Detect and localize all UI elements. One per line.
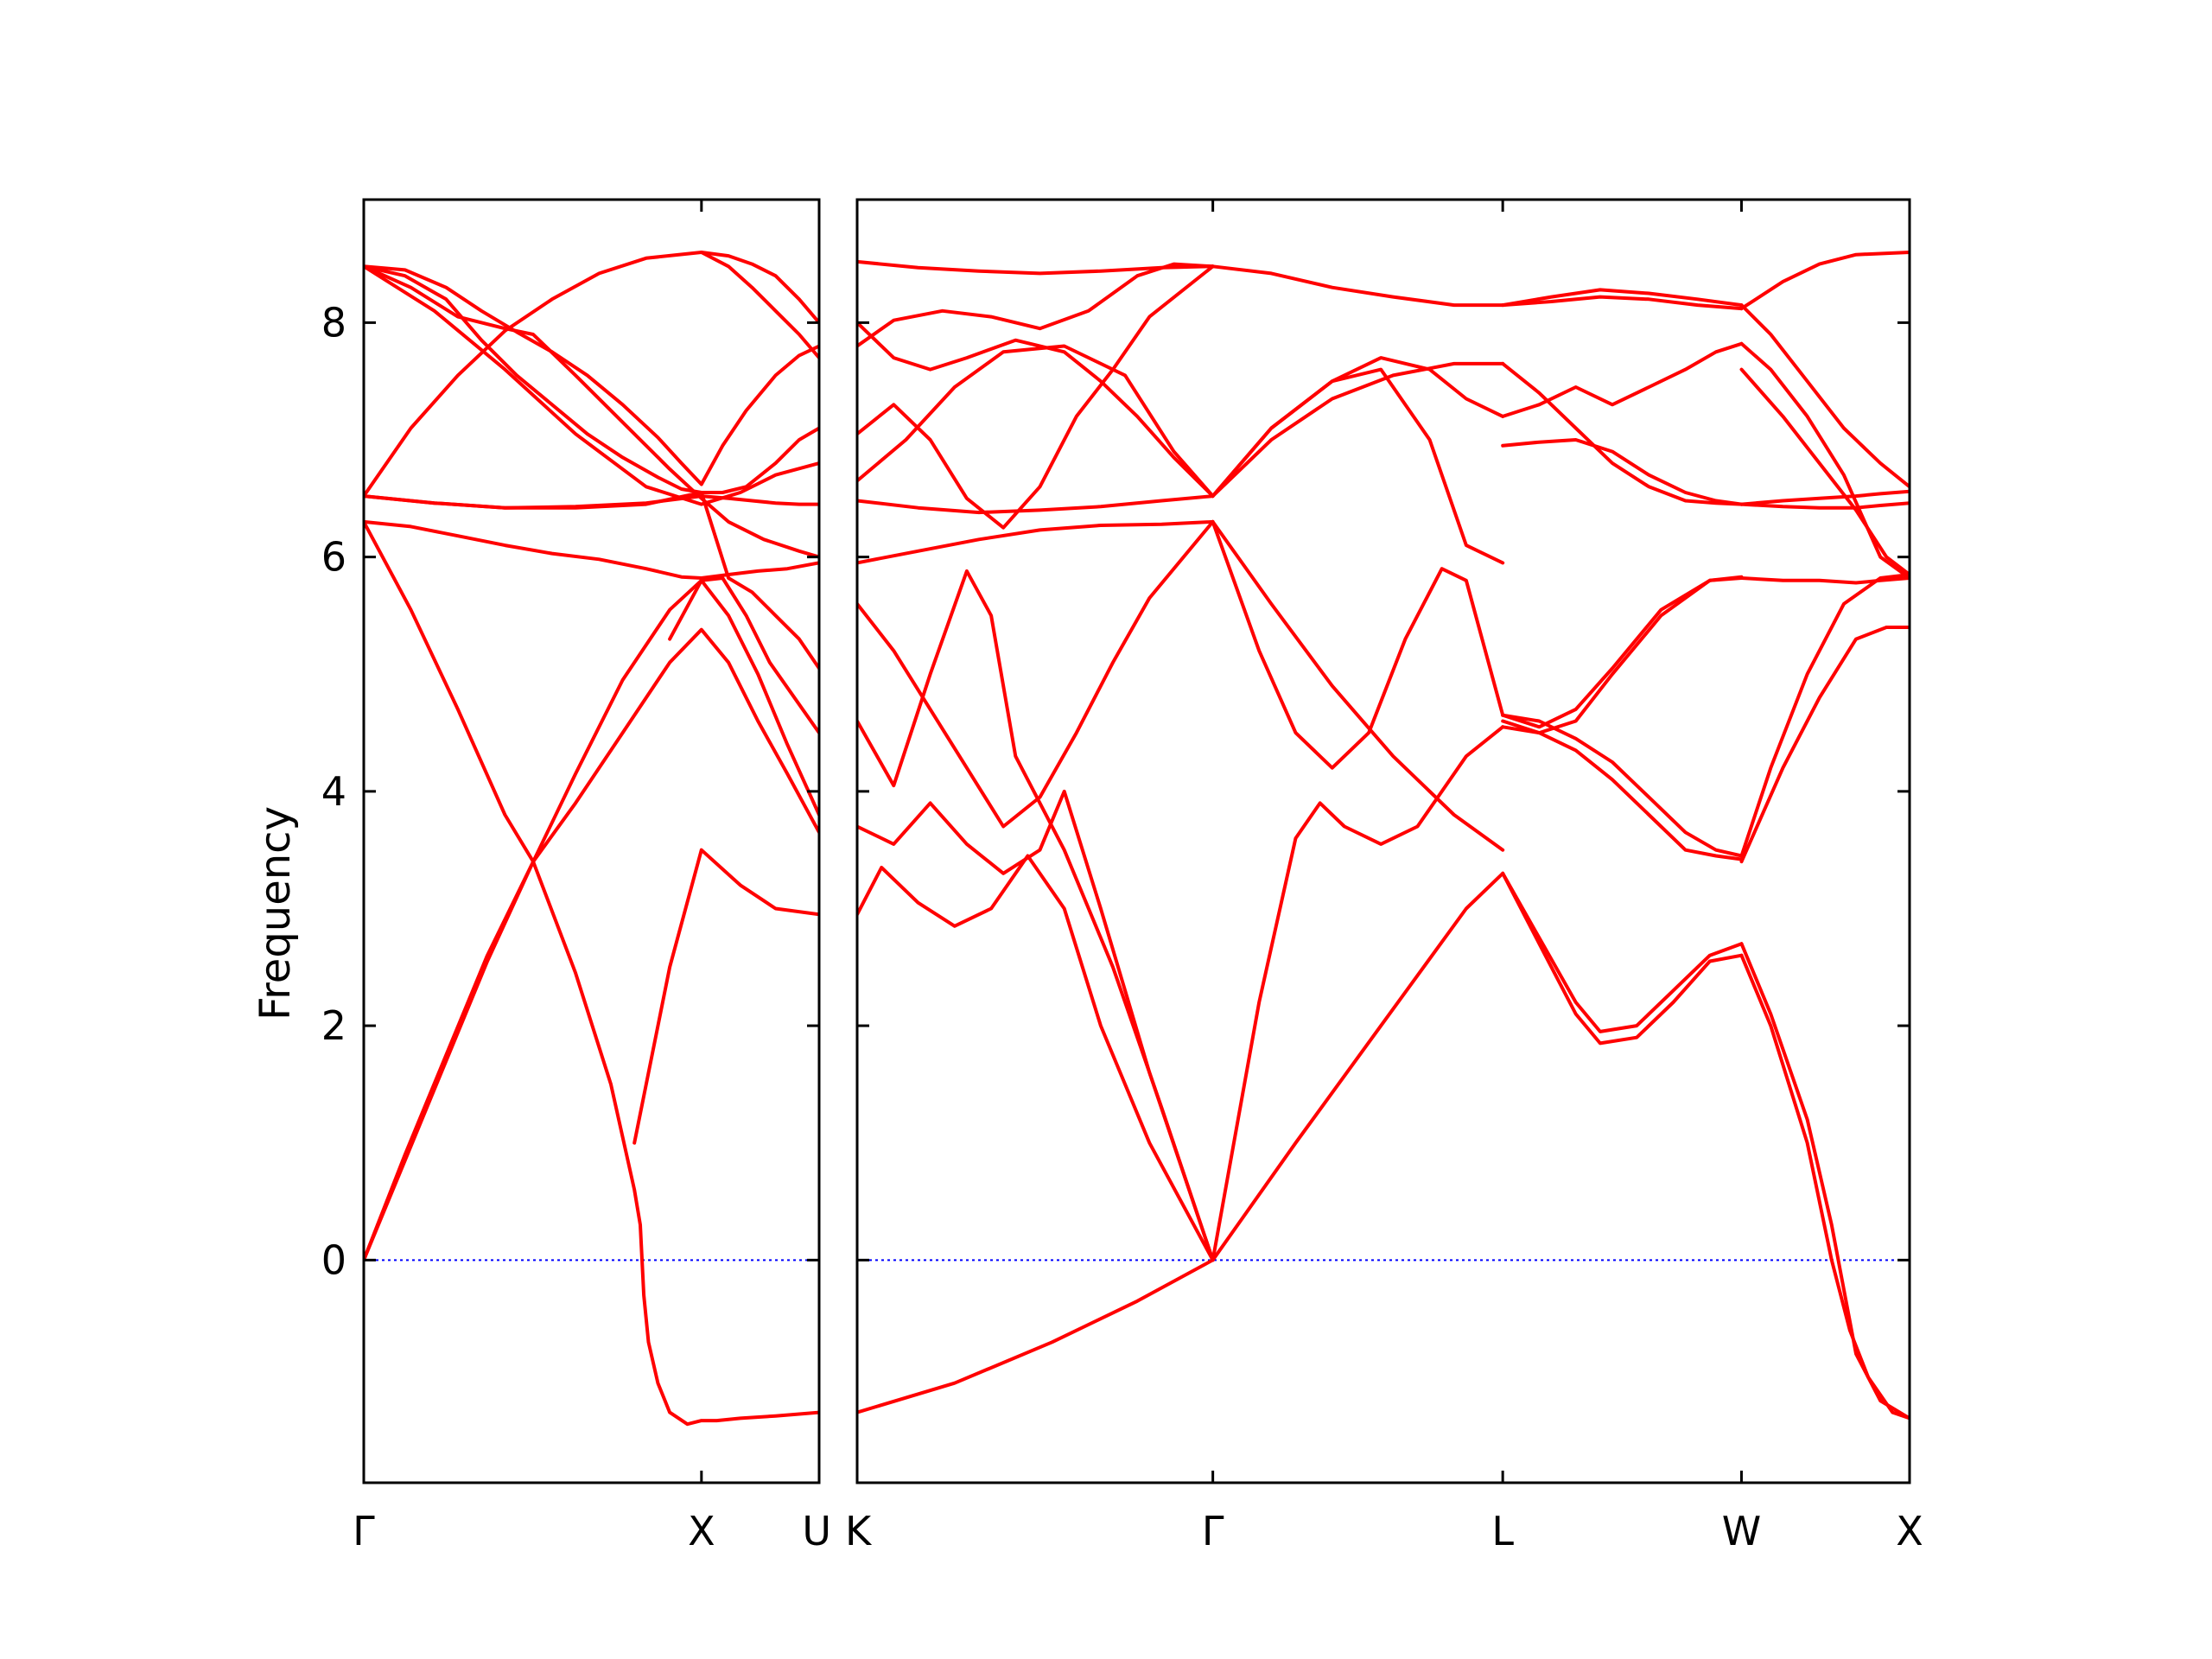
kpoint-label: L: [1491, 1508, 1514, 1554]
band-line: [1501, 871, 1744, 1046]
band-line: [1211, 871, 1505, 1262]
plot-frame: [855, 198, 1911, 1484]
band-line: [1501, 713, 1744, 858]
band-line: [699, 251, 819, 325]
band-line: [364, 860, 819, 1427]
band-line: [1211, 519, 1505, 852]
y-axis-label: Frequency: [251, 806, 300, 1020]
y-tick-label: 2: [321, 1002, 346, 1049]
band-line: [1739, 942, 1910, 1421]
band-line: [1739, 489, 1910, 506]
band-lines: [364, 251, 1910, 1427]
axis-ticks: [362, 200, 1911, 1483]
band-line: [1211, 356, 1505, 499]
band-line: [1739, 303, 1910, 489]
band-line: [857, 519, 1215, 829]
band-line: [364, 264, 819, 486]
band-line: [364, 576, 819, 1262]
band-line: [1501, 575, 1744, 729]
band-line: [1211, 361, 1505, 499]
band-line: [1501, 341, 1744, 418]
band-line: [1211, 725, 1505, 1262]
kpoint-label: X: [688, 1508, 715, 1554]
y-tick-label: 6: [321, 534, 346, 581]
band-line: [1211, 264, 1505, 308]
band-line: [857, 1258, 1215, 1414]
kpoint-label: X: [1896, 1508, 1923, 1554]
band-line: [1501, 361, 1744, 506]
band-line: [1739, 953, 1910, 1421]
band-line: [632, 848, 819, 1145]
kpoint-label: U: [802, 1508, 831, 1554]
kpoint-label: Γ: [353, 1508, 375, 1554]
band-line: [364, 491, 819, 671]
band-line: [857, 344, 1215, 499]
band-line: [1739, 501, 1910, 510]
band-line: [364, 251, 819, 499]
band-line: [364, 264, 819, 559]
band-line: [1739, 573, 1910, 858]
band-line: [1739, 341, 1910, 580]
kpoint-label: W: [1722, 1508, 1761, 1554]
band-line: [857, 789, 1215, 1262]
y-tick-label: 0: [321, 1236, 346, 1283]
kpoint-label: Γ: [1202, 1508, 1224, 1554]
band-line: [857, 854, 1215, 1262]
band-line: [1501, 725, 1744, 861]
axis-labels: 0 2 4 6 8 Γ X U K Γ L W X: [321, 299, 1923, 1554]
band-line: [364, 519, 819, 864]
plot-frame: [362, 198, 821, 1484]
band-line: [1211, 367, 1505, 565]
band-line: [364, 519, 819, 580]
band-line: [364, 264, 819, 506]
y-tick-label: 8: [321, 299, 346, 346]
band-line: [857, 519, 1215, 565]
band-line: [668, 578, 819, 817]
band-line: [1501, 295, 1744, 311]
band-line: [1739, 367, 1910, 576]
kpoint-label: K: [845, 1508, 873, 1554]
band-line: [1501, 438, 1744, 506]
band-line: [857, 321, 1215, 499]
y-tick-label: 4: [321, 768, 346, 815]
band-line: [1739, 251, 1910, 311]
band-line: [1211, 519, 1505, 770]
band-line: [364, 494, 819, 510]
band-line: [1501, 288, 1744, 308]
band-line: [1739, 576, 1910, 585]
band-line: [857, 264, 1215, 530]
band-line: [1501, 871, 1744, 1033]
axes-frames: [362, 198, 1911, 1484]
panel-bands: [857, 251, 1910, 1421]
band-line: [1739, 626, 1910, 864]
panel-bands: [364, 251, 819, 1427]
band-line: [857, 262, 1215, 348]
band-line: [857, 494, 1215, 515]
